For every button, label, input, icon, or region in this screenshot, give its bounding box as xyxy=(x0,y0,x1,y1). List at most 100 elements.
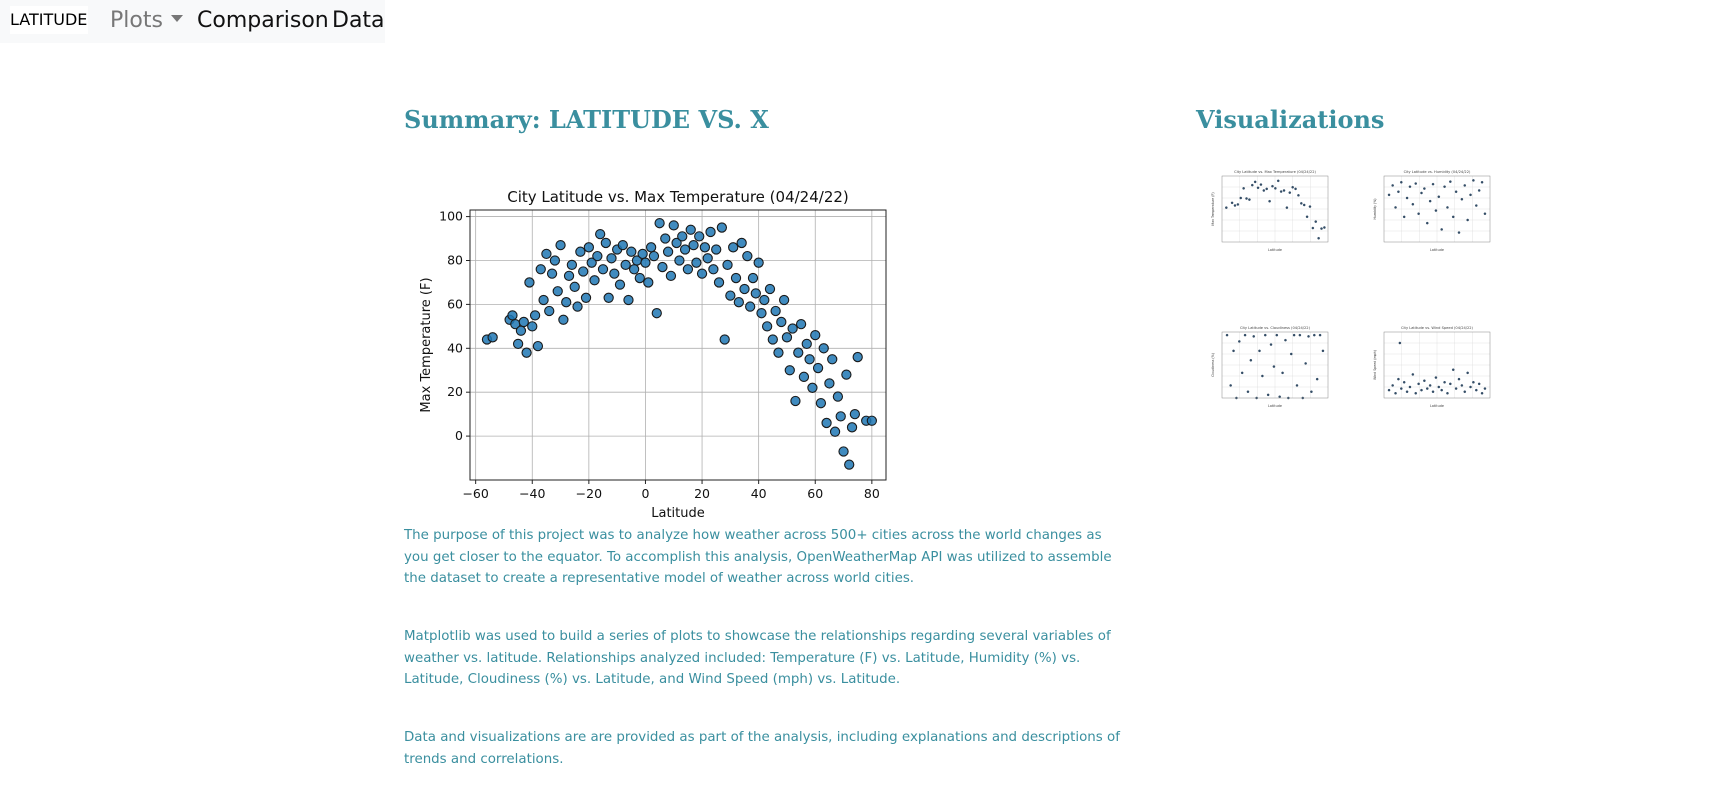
data-point xyxy=(1440,228,1443,231)
data-point xyxy=(1320,227,1323,230)
data-point xyxy=(815,398,827,409)
data-point xyxy=(563,270,575,282)
thumbnail-svg: City Latitude vs. Cloudiness (04/24/22) L… xyxy=(1211,326,1329,408)
data-point xyxy=(696,268,708,279)
data-point xyxy=(722,259,733,271)
data-point xyxy=(849,408,861,420)
x-tick-label: 20 xyxy=(694,486,710,501)
x-tick-label: −20 xyxy=(576,486,602,501)
data-point xyxy=(773,347,784,358)
data-point xyxy=(524,277,535,288)
thumbnail-temperature-plot[interactable]: City Latitude vs. Max Temperature (04/24… xyxy=(1208,170,1334,256)
data-point xyxy=(1466,371,1469,375)
data-point xyxy=(838,446,849,457)
data-point xyxy=(1434,209,1438,212)
data-point xyxy=(745,301,756,312)
data-point xyxy=(1265,187,1268,191)
data-point xyxy=(1402,215,1406,219)
data-point xyxy=(1295,384,1299,387)
data-point xyxy=(654,218,665,229)
nav-link-comparison[interactable]: Comparison xyxy=(197,8,329,33)
data-point xyxy=(1428,384,1432,387)
data-point xyxy=(739,283,750,295)
data-point xyxy=(795,318,807,330)
chevron-down-icon xyxy=(170,15,183,22)
data-point xyxy=(1248,198,1251,201)
data-point xyxy=(1278,395,1281,398)
data-point xyxy=(1414,182,1417,185)
data-point xyxy=(784,365,795,376)
data-point xyxy=(512,338,524,350)
data-point xyxy=(787,323,798,334)
data-point xyxy=(1276,179,1280,183)
data-point xyxy=(1434,376,1438,379)
data-point xyxy=(1457,231,1461,234)
data-point xyxy=(730,272,742,284)
data-point xyxy=(1315,377,1319,381)
data-point xyxy=(671,237,682,249)
data-point xyxy=(1400,181,1403,184)
data-point xyxy=(606,253,617,264)
data-point xyxy=(835,411,846,422)
data-point xyxy=(1268,199,1271,203)
data-point xyxy=(1289,352,1293,356)
data-point xyxy=(846,422,858,433)
data-point xyxy=(801,338,812,350)
data-point xyxy=(804,354,815,365)
data-point xyxy=(1475,204,1478,207)
summary-paragraph: Data and visualizations are are provided… xyxy=(404,730,1120,767)
x-tick-label: 60 xyxy=(807,486,823,501)
data-point xyxy=(1311,226,1315,230)
thumbnail-humidity-plot[interactable]: City Latitude vs. Humidity (04/24/22) Lat… xyxy=(1370,170,1496,256)
data-point xyxy=(1297,194,1300,197)
data-point xyxy=(1252,335,1255,338)
data-point xyxy=(852,351,863,363)
thumbnail-wind-speed-plot[interactable]: City Latitude vs. Wind Speed (04/24/22) L… xyxy=(1370,326,1496,412)
data-point xyxy=(1414,392,1417,395)
data-point xyxy=(733,297,744,308)
data-point xyxy=(1411,203,1415,206)
y-tick-label: 0 xyxy=(455,428,463,443)
plot-frame xyxy=(1383,331,1491,399)
data-point xyxy=(597,264,609,275)
thumbnail-cloudiness-plot[interactable]: City Latitude vs. Cloudiness (04/24/22) L… xyxy=(1208,326,1334,412)
data-point xyxy=(645,242,657,253)
data-point xyxy=(1318,333,1322,337)
data-point xyxy=(623,294,634,306)
summary-paragraph: Matplotlib was used to build a series of… xyxy=(404,629,1111,687)
data-point xyxy=(688,239,699,251)
data-point xyxy=(1394,206,1397,209)
data-point xyxy=(1408,385,1412,389)
thumbnail-x-label: Latitude xyxy=(1430,404,1444,408)
data-point xyxy=(1323,226,1326,229)
thumbnail-y-label: Max Temperature (F) xyxy=(1211,192,1215,225)
data-point xyxy=(1236,203,1240,206)
data-point xyxy=(603,292,614,303)
data-point xyxy=(651,308,662,319)
data-point xyxy=(702,253,713,264)
x-tick-label: 40 xyxy=(751,486,767,501)
x-tick-label: −40 xyxy=(519,486,545,501)
thumbnail-y-label: Humidity (%) xyxy=(1373,199,1377,220)
navbar-brand[interactable]: LATITUDE xyxy=(10,6,88,34)
data-point xyxy=(699,242,711,253)
data-point xyxy=(555,239,566,251)
data-point xyxy=(1258,349,1261,353)
data-point xyxy=(620,259,631,271)
data-point xyxy=(1440,388,1443,392)
nav-link-data[interactable]: Data xyxy=(332,8,385,33)
thumbnail-x-label: Latitude xyxy=(1430,248,1444,252)
data-point xyxy=(677,231,688,242)
data-point xyxy=(781,332,793,343)
data-point xyxy=(1483,212,1487,215)
data-point xyxy=(1423,379,1426,382)
data-point xyxy=(725,290,736,301)
data-point xyxy=(521,347,532,358)
data-point xyxy=(674,255,685,266)
data-point xyxy=(1423,187,1426,190)
data-point xyxy=(1305,215,1309,219)
plots-dropdown[interactable]: Plots xyxy=(110,5,183,37)
data-point xyxy=(1249,359,1253,362)
data-point xyxy=(1300,202,1303,205)
data-point xyxy=(1469,385,1472,389)
